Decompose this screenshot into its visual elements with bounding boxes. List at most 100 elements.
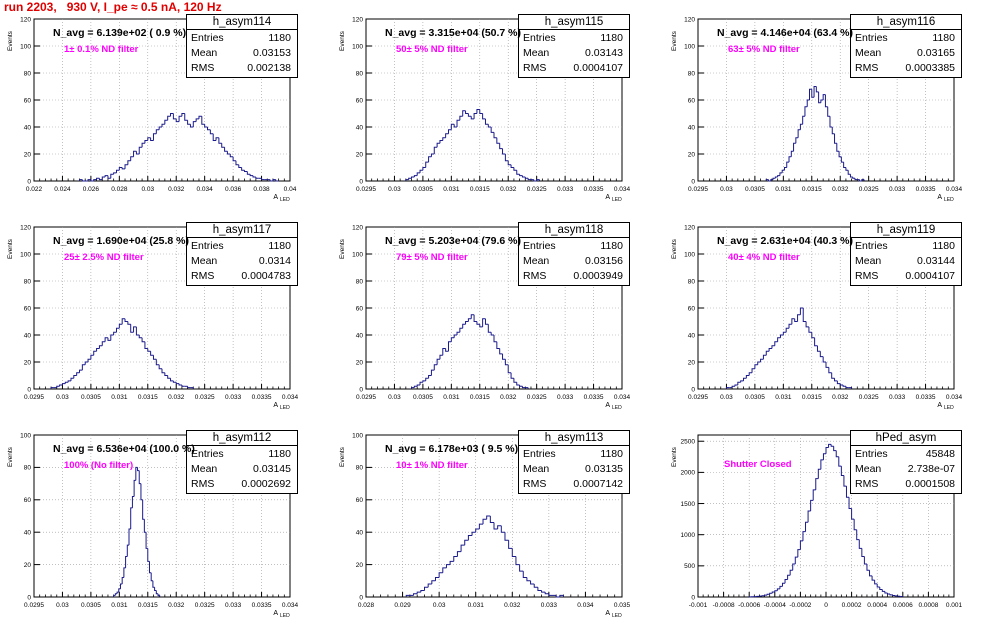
y-axis-label: Events	[339, 238, 346, 259]
y-tick-label: 80	[24, 70, 32, 77]
y-tick-label: 120	[352, 224, 363, 231]
y-tick-label: 2000	[681, 470, 696, 477]
y-tick-label: 40	[24, 332, 32, 339]
x-tick-label: 0.0305	[81, 602, 101, 609]
y-tick-label: 20	[24, 359, 32, 366]
y-tick-label: 0	[691, 386, 695, 393]
x-tick-label: 0.03	[388, 394, 401, 401]
histogram-name: h_asym113	[519, 431, 629, 446]
x-tick-label: 0.0002	[842, 602, 862, 609]
x-tick-label: 0.028	[111, 186, 128, 193]
histogram-name: h_asym114	[187, 15, 297, 30]
stats-key-mean: Mean	[523, 46, 549, 61]
filter-label: 79± 5% ND filter	[396, 252, 468, 263]
stats-value-mean: 0.03145	[253, 462, 291, 477]
stats-key-entries: Entries	[523, 239, 556, 254]
y-tick-label: 60	[24, 97, 32, 104]
x-tick-label: 0.0315	[802, 186, 822, 193]
x-tick-label: 0.0305	[745, 394, 765, 401]
stats-key-entries: Entries	[855, 31, 888, 46]
y-tick-label: 20	[688, 151, 696, 158]
stats-value-rms: 0.0001508	[905, 477, 955, 492]
x-axis-label-subscript: LED	[944, 405, 954, 411]
x-axis-label: A	[273, 610, 278, 617]
x-tick-label: -0.001	[689, 602, 708, 609]
y-tick-label: 40	[356, 124, 364, 131]
y-axis-label: Events	[339, 30, 346, 51]
x-tick-label: 0.032	[168, 602, 185, 609]
filter-label: 1± 0.1% ND filter	[64, 44, 138, 55]
x-tick-label: 0.0335	[584, 186, 604, 193]
x-tick-label: 0.031	[775, 186, 792, 193]
x-tick-label: 0.0335	[916, 394, 936, 401]
y-tick-label: 40	[688, 124, 696, 131]
x-tick-label: 0.0305	[413, 394, 433, 401]
stats-value-entries: 1180	[932, 31, 955, 46]
x-tick-label: 0.03	[141, 186, 154, 193]
navg-label: N_avg = 6.139e+02 ( 0.9 %)	[53, 27, 186, 39]
x-tick-label: 0.032	[500, 394, 517, 401]
stats-key-mean: Mean	[191, 254, 217, 269]
x-tick-label: 0.034	[614, 394, 631, 401]
x-tick-label: 0.03	[56, 602, 69, 609]
stats-value-rms: 0.0004783	[241, 269, 291, 284]
y-tick-label: 2500	[681, 439, 696, 446]
stats-key-entries: Entries	[855, 447, 888, 462]
y-tick-label: 40	[24, 124, 32, 131]
y-tick-label: 120	[684, 224, 695, 231]
filter-label: 63± 5% ND filter	[728, 44, 800, 55]
y-tick-label: 60	[688, 305, 696, 312]
stats-row-mean: Mean 0.03145	[191, 462, 291, 477]
x-tick-label: 0.033	[557, 394, 574, 401]
y-tick-label: 20	[24, 562, 32, 569]
x-tick-label: 0.0305	[81, 394, 101, 401]
y-tick-label: 0	[691, 594, 695, 601]
x-tick-label: 0.03	[433, 602, 446, 609]
stats-key-mean: Mean	[855, 46, 881, 61]
histogram-name: h_asym117	[187, 223, 297, 238]
navg-label: N_avg = 1.690e+04 (25.8 %)	[53, 235, 189, 247]
stats-value-mean: 0.0314	[259, 254, 291, 269]
y-tick-label: 20	[688, 359, 696, 366]
navg-label: N_avg = 6.536e+04 (100.0 %)	[53, 443, 195, 455]
stats-key-rms: RMS	[523, 61, 546, 76]
x-tick-label: 0.026	[83, 186, 100, 193]
x-axis-label: A	[605, 402, 610, 409]
y-tick-label: 100	[352, 432, 363, 439]
x-tick-label: 0.0305	[745, 186, 765, 193]
stats-row-mean: Mean 0.0314	[191, 254, 291, 269]
navg-label: N_avg = 2.631e+04 (40.3 %)	[717, 235, 853, 247]
stats-key-mean: Mean	[523, 254, 549, 269]
y-tick-label: 20	[24, 151, 32, 158]
y-tick-label: 100	[20, 43, 31, 50]
y-axis-label: Events	[671, 446, 678, 467]
stats-key-mean: Mean	[191, 462, 217, 477]
x-tick-label: 0.033	[557, 186, 574, 193]
stats-key-mean: Mean	[855, 254, 881, 269]
y-tick-label: 0	[359, 594, 363, 601]
x-axis-label-subscript: LED	[612, 613, 622, 619]
x-tick-label: 0.03	[388, 186, 401, 193]
y-axis-label: Events	[671, 30, 678, 51]
y-tick-label: 0	[27, 386, 31, 393]
y-axis-label: Events	[7, 446, 14, 467]
stats-key-rms: RMS	[855, 477, 878, 492]
histogram-name: h_asym119	[851, 223, 961, 238]
stats-value-rms: 0.0004107	[905, 269, 955, 284]
x-tick-label: 0.03	[56, 394, 69, 401]
x-tick-label: 0.032	[168, 186, 185, 193]
